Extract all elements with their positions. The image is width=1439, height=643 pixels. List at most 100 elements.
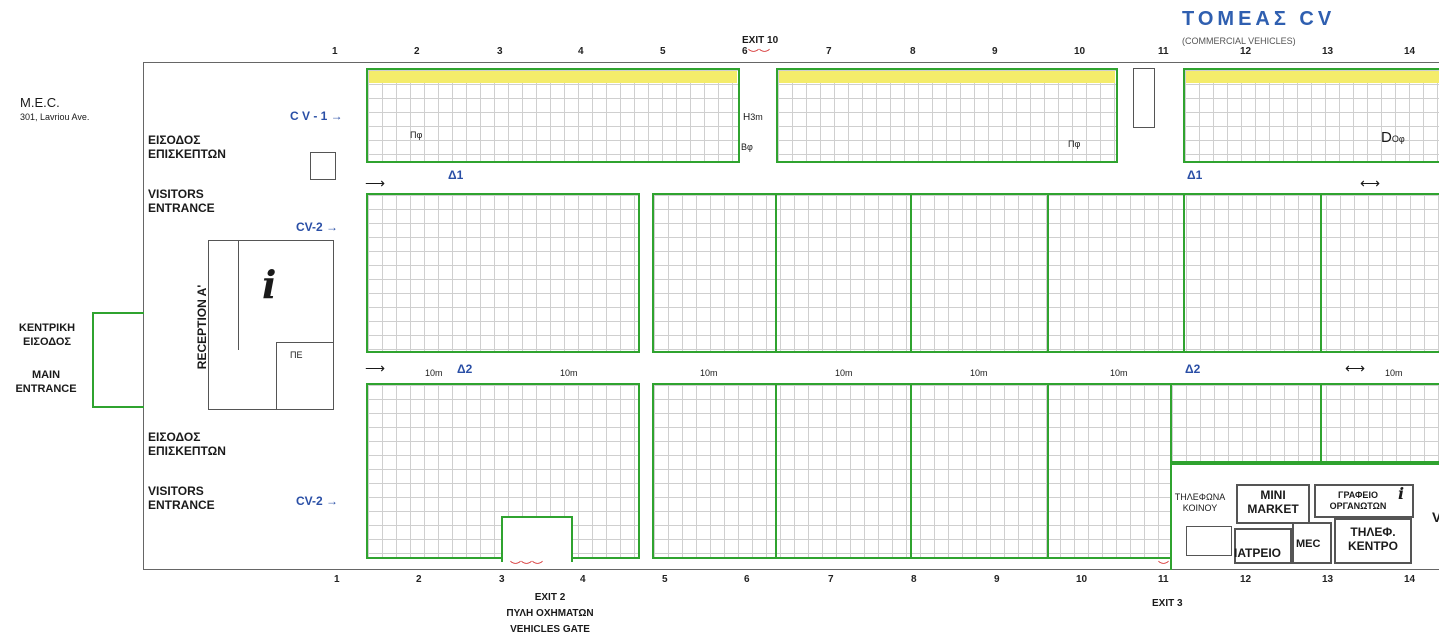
column-number-top: 14: [1404, 46, 1416, 57]
page-subtitle: (COMMERCIAL VEHICLES): [1182, 36, 1296, 46]
corridor-arrow-1: ⟶: [365, 175, 386, 191]
column-number-top: 8: [910, 46, 916, 57]
hall-cv2-bottom-2: [652, 383, 1172, 559]
mid-divider-1: [775, 193, 777, 353]
main-entrance-gr: ΚΕΝΤΡΙΚΗ ΕΙΣΟΔΟΣ: [18, 322, 76, 348]
corridor-arrow-3: ⟷: [1360, 175, 1381, 191]
bot-divider-3: [1047, 383, 1049, 559]
zone-cv2-bottom-label: CV-2 →: [296, 494, 339, 508]
exit3-door-icon: ︶: [1158, 561, 1169, 573]
width-label-3: 10m: [700, 368, 718, 378]
corridor-d1-right: Δ1: [1187, 168, 1203, 182]
pe-label: ΠΕ: [290, 350, 303, 360]
office-info-icon: i: [1398, 484, 1405, 503]
cut-v-label: V: [1432, 509, 1439, 525]
tel-center-label: ΤΗΛΕΦ. ΚΕΝΤΡΟ: [1347, 525, 1398, 553]
room-iatreio: [1234, 528, 1292, 564]
width-label-4: 10m: [835, 368, 853, 378]
mid-divider-2: [910, 193, 912, 353]
column-number-top: 6: [742, 46, 748, 57]
column-number-top: 1: [332, 46, 338, 57]
column-number-bottom: 2: [416, 574, 422, 585]
column-number-bottom: 13: [1322, 574, 1334, 585]
bot-divider-1: [775, 383, 777, 559]
exit2-gate: [501, 516, 573, 562]
room-small: [1186, 526, 1232, 556]
exit10-label: EXIT 10: [742, 35, 779, 46]
main-entrance-box: [92, 312, 144, 408]
column-number-bottom: 6: [744, 574, 750, 585]
column-number-bottom: 9: [994, 574, 1000, 585]
exit2-door-icon: ︶︶︶: [510, 561, 543, 573]
hall-cv1-stripe-1: [369, 71, 737, 83]
page-title: ΤΟΜΕΑΣ CV: [1182, 8, 1336, 30]
hall-cv2-mid-2: [652, 193, 1439, 353]
hall-cv1-section-2: [776, 68, 1118, 163]
column-number-bottom: 10: [1076, 574, 1088, 585]
exit10-door-icon: ︶︶: [748, 49, 770, 61]
column-number-top: 4: [578, 46, 584, 57]
corridor-arrow-2: ⟶: [365, 360, 386, 376]
reception-inner-box: [276, 342, 334, 410]
column-number-bottom: 4: [580, 574, 586, 585]
room-mec: [1292, 522, 1332, 564]
width-label-7: 10m: [1385, 368, 1403, 378]
column-number-bottom: 1: [334, 574, 340, 585]
room-minimarket: [1236, 484, 1310, 524]
column-number-bottom: 14: [1404, 574, 1416, 585]
organizers-office-label: ΓΡΑΦΕΙΟ ΟΡΓΑΝΩΤΩΝ: [1329, 490, 1387, 511]
corridor-arrow-4: ⟷: [1345, 360, 1366, 376]
hall-cv2-bottom-3: [1170, 383, 1439, 463]
info-icon: i: [262, 262, 277, 307]
small-box: [310, 152, 336, 180]
building-outline: [143, 62, 1439, 570]
column-number-bottom: 8: [911, 574, 917, 585]
exit3-label: EXIT 3: [1152, 598, 1183, 609]
services-block: [1170, 463, 1439, 570]
corridor-d2-left: Δ2: [457, 362, 473, 376]
mec-label: MEC: [1296, 538, 1321, 550]
column-number-top: 11: [1158, 46, 1169, 57]
corridor-d2-right: Δ2: [1185, 362, 1201, 376]
column-number-bottom: 7: [828, 574, 834, 585]
visitors-entrance-gr-top: ΕΙΣΟΔΟΣ ΕΠΙΣΚΕΠΤΩΝ: [148, 133, 226, 161]
hall-cv1-section-3: [1183, 68, 1439, 163]
visitors-entrance-en-top: VISITORS ENTRANCE: [148, 187, 215, 215]
column-number-top: 9: [992, 46, 998, 57]
column-number-bottom: 5: [662, 574, 668, 585]
width-label-2: 10m: [560, 368, 578, 378]
hall-cv2-mid-1: [366, 193, 640, 353]
reception-room: [208, 240, 334, 410]
column-number-bottom: 12: [1240, 574, 1252, 585]
bot-divider-2: [910, 383, 912, 559]
venue-address: 301, Lavriou Ave.: [20, 112, 90, 122]
iatreio-label: ΙΑΤΡΕΙΟ: [1234, 546, 1282, 560]
venue-name: M.E.C.: [20, 95, 60, 110]
column-number-top: 12: [1240, 46, 1252, 57]
width-label-1: 10m: [425, 368, 443, 378]
mark-h: Η3m: [743, 112, 763, 123]
hall-cv1-stripe-2: [779, 71, 1115, 83]
reception-inner-line: [238, 240, 239, 350]
column-number-top: 5: [660, 46, 666, 57]
minimarket-label: MINI MARKET: [1247, 488, 1299, 516]
hall-cv1-section-1: [366, 68, 740, 163]
column-number-bottom: 11: [1158, 574, 1169, 585]
visitors-entrance-gr-bottom: ΕΙΣΟΔΟΣ ΕΠΙΣΚΕΠΤΩΝ: [148, 430, 226, 458]
mid-divider-5: [1320, 193, 1322, 353]
exit2-label: EXIT 2 ΠΥΛΗ ΟΧΗΜΑΤΩΝ VEHICLES GATE: [506, 592, 594, 635]
mid-divider-4: [1183, 193, 1185, 353]
service-box-top: [1133, 68, 1155, 128]
column-number-top: 3: [497, 46, 503, 57]
hall-cv1-stripe-3: [1186, 71, 1439, 83]
zone-cv1-label: C V - 1 →: [290, 109, 343, 123]
column-number-top: 2: [414, 46, 420, 57]
bot-divider-4: [1320, 383, 1322, 463]
room-tel-center: [1334, 518, 1412, 564]
width-label-6: 10m: [1110, 368, 1128, 378]
mark-d: DΟφ: [1381, 129, 1405, 146]
phones-label: ΤΗΛΕΦΩΝΑ ΚΟΙΝΟΥ: [1174, 492, 1226, 513]
room-organizers-office: [1314, 484, 1414, 518]
reception-label: RECEPTION A': [195, 284, 210, 370]
column-number-top: 13: [1322, 46, 1334, 57]
